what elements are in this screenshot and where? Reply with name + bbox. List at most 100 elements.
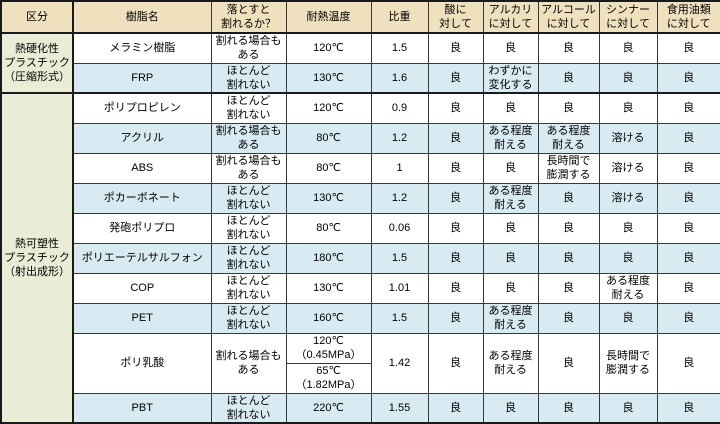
table-row: PBT ほとんど 割れない 220℃ 1.55 良 良 良 良 良: [1, 392, 720, 424]
col-header-edible-oil: 食用油類 に対して: [656, 0, 720, 34]
alkali-resistance: 良: [482, 272, 539, 304]
col-header-resin-name: 樹脂名: [72, 0, 212, 34]
thinner-resistance: 溶ける: [598, 152, 658, 184]
resin-name: PBT: [72, 392, 212, 424]
oil-resistance: 良: [656, 212, 720, 244]
thinner-resistance: 良: [598, 242, 658, 274]
oil-resistance: 良: [656, 92, 720, 124]
specific-gravity: 1.5: [370, 32, 429, 64]
resin-name: FRP: [72, 62, 212, 94]
specific-gravity: 1.55: [370, 392, 429, 424]
alkali-resistance: 良: [482, 32, 539, 64]
acid-resistance: 良: [427, 32, 484, 64]
oil-resistance: 良: [656, 182, 720, 214]
specific-gravity: 0.9: [370, 92, 429, 124]
col-header-specific-gravity: 比重: [370, 0, 429, 34]
table-row: 発砲ポリプロ ほとんど 割れない 80℃ 0.06 良 良 良 良 良: [1, 212, 720, 244]
resin-name: ポリプロピレン: [72, 92, 212, 124]
drop-breakage: ほとんど 割れない: [210, 62, 287, 94]
heat-temp: 120℃: [285, 32, 372, 64]
acid-resistance: 良: [427, 392, 484, 424]
heat-temp: 130℃: [285, 182, 372, 214]
drop-breakage: ほとんど 割れない: [210, 242, 287, 274]
alcohol-resistance: 良: [537, 92, 600, 124]
specific-gravity: 1.01: [370, 272, 429, 304]
heat-temp: 80℃: [285, 122, 372, 154]
resin-name: アクリル: [72, 122, 212, 154]
table-row: 熱硬化性 プラスチック （圧縮形式） メラミン樹脂 割れる場合も ある 120℃…: [0, 32, 720, 94]
acid-resistance: 良: [427, 92, 484, 124]
oil-resistance: 良: [656, 62, 720, 94]
acid-resistance: 良: [427, 242, 484, 274]
heat-temp: 130℃: [285, 272, 372, 304]
specific-gravity: 1.2: [370, 122, 429, 154]
col-header-drop-breakage: 落とすと 割れるか？: [210, 0, 287, 34]
thinner-resistance: 長時間で 膨潤する: [598, 332, 658, 394]
resin-name: ポカーボネート: [72, 182, 212, 214]
oil-resistance: 良: [656, 122, 720, 154]
drop-breakage: ほとんど 割れない: [210, 212, 287, 244]
specific-gravity: 1: [370, 152, 429, 184]
thinner-resistance: 良: [598, 212, 658, 244]
thinner-resistance: 良: [598, 92, 658, 124]
col-header-alkali: アルカリ に対して: [482, 0, 539, 34]
drop-breakage: 割れる場合も ある: [210, 32, 287, 64]
alcohol-resistance: 良: [537, 62, 600, 94]
table-row: ABS 割れる場合も ある 80℃ 1 良 良 長時間で 膨潤する 溶ける 良: [1, 152, 720, 184]
table-row: アクリル 割れる場合も ある 80℃ 1.2 良 ある程度 耐える ある程度 耐…: [1, 122, 720, 154]
table-row: 熱可塑性 プラスチック （射出成形） ポリプロピレン ほとんど 割れない 120…: [0, 92, 720, 424]
oil-resistance: 良: [656, 242, 720, 274]
oil-resistance: 良: [656, 152, 720, 184]
oil-resistance: 良: [656, 392, 720, 424]
alcohol-resistance: 良: [537, 32, 600, 64]
col-header-alcohol: アルコール に対して: [537, 0, 600, 34]
drop-breakage: ほとんど 割れない: [210, 302, 287, 334]
alkali-resistance: 良: [482, 242, 539, 274]
heat-temp: 80℃: [285, 212, 372, 244]
heat-temp: 120℃: [285, 92, 372, 124]
acid-resistance: 良: [427, 332, 484, 394]
acid-resistance: 良: [427, 62, 484, 94]
drop-breakage: 割れる場合も ある: [210, 152, 287, 184]
resin-name: 発砲ポリプロ: [72, 212, 212, 244]
heat-temp: 220℃: [285, 392, 372, 424]
table-row: ポカーボネート ほとんど 割れない 130℃ 1.2 良 ある程度 耐える 良 …: [1, 182, 720, 214]
drop-breakage: 割れる場合も ある: [210, 332, 287, 394]
alkali-resistance: 良: [482, 152, 539, 184]
table-row: ポリ乳酸 割れる場合も ある 120℃ （0.45MPa） 1.42 良 ある程…: [1, 332, 720, 394]
specific-gravity: 0.06: [370, 212, 429, 244]
alkali-resistance: ある程度 耐える: [482, 302, 539, 334]
oil-resistance: 良: [656, 332, 720, 394]
heat-temp: 160℃: [285, 302, 372, 334]
specific-gravity: 1.2: [370, 182, 429, 214]
table-row: ポリエーテルサルフォン ほとんど 割れない 180℃ 1.5 良 良 良 良 良: [1, 242, 720, 274]
category-thermoplastic: 熱可塑性 プラスチック （射出成形）: [0, 92, 74, 424]
alcohol-resistance: 良: [537, 302, 600, 334]
drop-breakage: 割れる場合も ある: [210, 122, 287, 154]
alcohol-resistance: 良: [537, 272, 600, 304]
heat-temp-low-pressure: 120℃ （0.45MPa）: [285, 332, 372, 364]
col-header-acid: 酸に 対して: [427, 0, 484, 34]
heat-temp-high-pressure: 65℃ （1.82MPa）: [285, 362, 372, 394]
alkali-resistance: 良: [482, 92, 539, 124]
specific-gravity: 1.6: [370, 62, 429, 94]
table-row: 65℃ （1.82MPa）: [1, 362, 720, 394]
heat-temp: 80℃: [285, 152, 372, 184]
acid-resistance: 良: [427, 302, 484, 334]
drop-breakage: ほとんど 割れない: [210, 272, 287, 304]
acid-resistance: 良: [427, 152, 484, 184]
thinner-resistance: ある程度 耐える: [598, 272, 658, 304]
resin-name: ポリ乳酸: [72, 332, 212, 394]
oil-resistance: 良: [656, 32, 720, 64]
category-thermosetting: 熱硬化性 プラスチック （圧縮形式）: [0, 32, 74, 94]
oil-resistance: 良: [656, 302, 720, 334]
alcohol-resistance: 良: [537, 332, 600, 394]
header-row: 区分 樹脂名 落とすと 割れるか？ 耐熱温度 比重 酸に 対して アルカリ に対…: [0, 0, 720, 34]
drop-breakage: ほとんど 割れない: [210, 182, 287, 214]
thinner-resistance: 良: [598, 62, 658, 94]
thinner-resistance: 良: [598, 32, 658, 64]
alkali-resistance: 良: [482, 212, 539, 244]
col-header-heat-temp: 耐熱温度: [285, 0, 372, 34]
specific-gravity: 1.5: [370, 302, 429, 334]
